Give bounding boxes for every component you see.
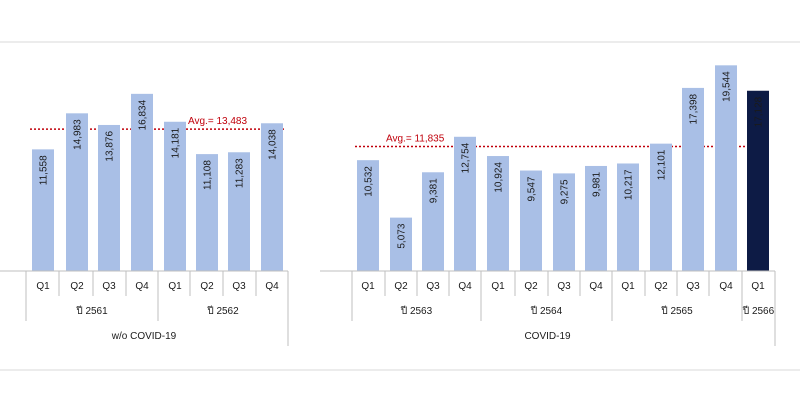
tick-label-21: Q1	[751, 281, 765, 292]
bar-value-label-4: 16,834	[138, 99, 149, 130]
bar-value-label-2: 14,983	[73, 119, 84, 150]
tick-label-18: Q2	[654, 281, 668, 292]
bar-value-label-11: 9,381	[429, 178, 440, 203]
tick-label-4: Q4	[135, 281, 149, 292]
bar-7	[228, 152, 250, 271]
bar-value-label-19: 17,398	[689, 93, 700, 124]
bar-value-label-9: 10,532	[364, 166, 375, 197]
tick-label-15: Q3	[557, 281, 571, 292]
bar-value-label-16: 9,981	[592, 172, 603, 197]
tick-label-3: Q3	[102, 281, 116, 292]
bar-21	[747, 90, 769, 271]
bar-12	[454, 136, 476, 271]
tick-label-16: Q4	[589, 281, 603, 292]
bar-9	[357, 160, 379, 271]
year-label-6: ปี 2566	[742, 305, 774, 317]
average-label-2: Avg.= 11,835	[386, 133, 445, 144]
bar-8	[261, 123, 283, 272]
bar-value-label-14: 9,547	[527, 176, 538, 201]
bar-value-label-8: 14,038	[268, 129, 279, 160]
tick-label-20: Q4	[719, 281, 733, 292]
tick-label-8: Q4	[265, 281, 279, 292]
bar-3	[98, 124, 120, 271]
tick-label-17: Q1	[621, 281, 635, 292]
bar-5	[164, 121, 186, 271]
bar-value-label-7: 11,283	[235, 158, 246, 188]
bar-4	[131, 93, 153, 271]
bar-value-label-3: 13,876	[105, 131, 116, 162]
tick-label-7: Q3	[232, 281, 246, 292]
year-label-1: ปี 2561	[76, 305, 108, 317]
bar-value-label-20: 19,544	[722, 71, 733, 102]
tick-label-13: Q1	[491, 281, 505, 292]
tick-label-1: Q1	[36, 281, 50, 292]
bars: 11,558 14,983 13,876 16,834 14,181 11,108 11,2…	[32, 65, 769, 272]
bar-value-label-6: 11,108	[203, 160, 214, 190]
tick-label-14: Q2	[524, 281, 538, 292]
tick-label-11: Q3	[426, 281, 440, 292]
tick-label-19: Q3	[686, 281, 700, 292]
bar-value-label-12: 12,754	[461, 142, 472, 173]
bar-value-label-5: 14,181	[171, 127, 182, 158]
bar-11	[422, 172, 444, 271]
bar-value-label-21: 17,128	[754, 96, 765, 127]
year-label-2: ปี 2562	[207, 305, 239, 317]
period-label-1: w/o COVID-19	[111, 331, 177, 342]
average-label-1: Avg.= 13,483	[188, 116, 247, 127]
bar-10	[390, 217, 412, 271]
category-axis: Q1 Q2 Q3 Q4 Q1 Q2 Q3 Q4 Q1 Q2 Q3 Q4 Q1 Q2 Q3 Q4 Q1 Q2 Q3 Q4…	[0, 270, 776, 346]
year-label-5: ปี 2565	[661, 305, 693, 317]
bar-19	[682, 87, 704, 271]
bar-1	[32, 149, 54, 271]
bar-18	[650, 143, 672, 271]
period-label-2: COVID-19	[524, 331, 571, 342]
bar-value-label-1: 11,558	[39, 155, 50, 185]
bar-14	[520, 170, 542, 271]
tick-label-5: Q1	[168, 281, 182, 292]
bar-6	[196, 154, 218, 271]
bar-value-label-10: 5,073	[397, 223, 408, 248]
average-lines: Avg.= 13,483 Avg.= 11,835	[30, 116, 771, 148]
tick-label-6: Q2	[200, 281, 214, 292]
bar-2	[66, 113, 88, 271]
tick-label-9: Q1	[361, 281, 375, 292]
bar-17	[617, 163, 639, 271]
bar-value-label-18: 12,101	[657, 149, 668, 180]
tick-label-12: Q4	[458, 281, 472, 292]
bar-value-label-17: 10,217	[624, 169, 635, 200]
bar-15	[553, 173, 575, 271]
bar-value-label-15: 9,275	[560, 179, 571, 204]
bar-13	[487, 156, 509, 271]
tick-label-2: Q2	[70, 281, 84, 292]
bar-16	[585, 165, 607, 271]
bar-20	[715, 65, 737, 272]
bar-value-label-13: 10,924	[494, 162, 505, 193]
year-label-3: ปี 2563	[400, 305, 432, 317]
year-label-4: ปี 2564	[530, 305, 562, 317]
tick-label-10: Q2	[394, 281, 408, 292]
